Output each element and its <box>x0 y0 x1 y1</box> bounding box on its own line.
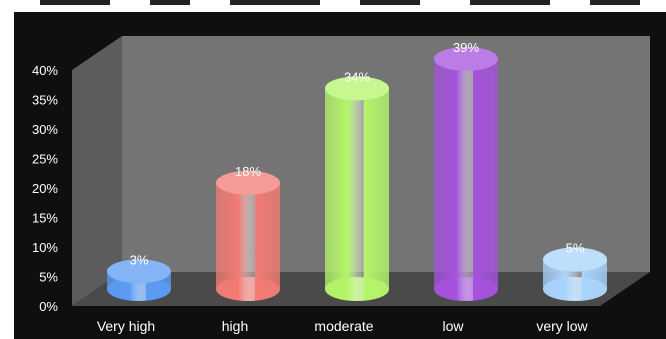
category-label: low <box>442 318 464 334</box>
y-tick-label: 15% <box>32 211 58 226</box>
data-label: 3% <box>130 252 149 267</box>
data-label: 39% <box>453 40 479 55</box>
y-tick-label: 30% <box>32 122 58 137</box>
bar-very-low <box>543 247 607 301</box>
data-label: 18% <box>235 164 261 179</box>
bars <box>107 46 607 301</box>
y-tick-label: 0% <box>39 299 58 314</box>
y-tick-label: 35% <box>32 93 58 108</box>
category-label: Very high <box>97 318 155 334</box>
data-label: 5% <box>566 241 585 256</box>
y-tick-label: 20% <box>32 181 58 196</box>
cropped-text-strip <box>0 0 666 12</box>
y-tick-label: 10% <box>32 240 58 255</box>
category-label: moderate <box>314 318 373 334</box>
y-axis: 0% 5% 10% 15% 20% 25% 30% 35% 40% <box>32 63 58 314</box>
bar-very-high <box>107 259 171 301</box>
category-label: very low <box>536 318 588 334</box>
bar-low <box>434 46 498 301</box>
bar-chart: 0%5%10%15%20%25%30%35%40% 3%18%34%39%5% … <box>32 36 650 334</box>
category-label: high <box>222 318 248 334</box>
x-axis: Very high high moderate low very low <box>97 318 589 334</box>
bar-moderate <box>325 76 389 301</box>
y-tick-label: 25% <box>32 152 58 167</box>
bar-high <box>216 170 280 301</box>
data-label: 34% <box>344 69 370 84</box>
y-tick-label: 5% <box>39 270 58 285</box>
data-labels: 3% 18% 34% 39% 5% <box>130 40 585 267</box>
chart-container: 0% 5% 10% 15% 20% 25% 30% 35% 40% 3% 18% 34% 39% 5% … <box>14 12 666 339</box>
side-wall <box>72 36 122 306</box>
y-tick-label: 40% <box>32 63 58 78</box>
